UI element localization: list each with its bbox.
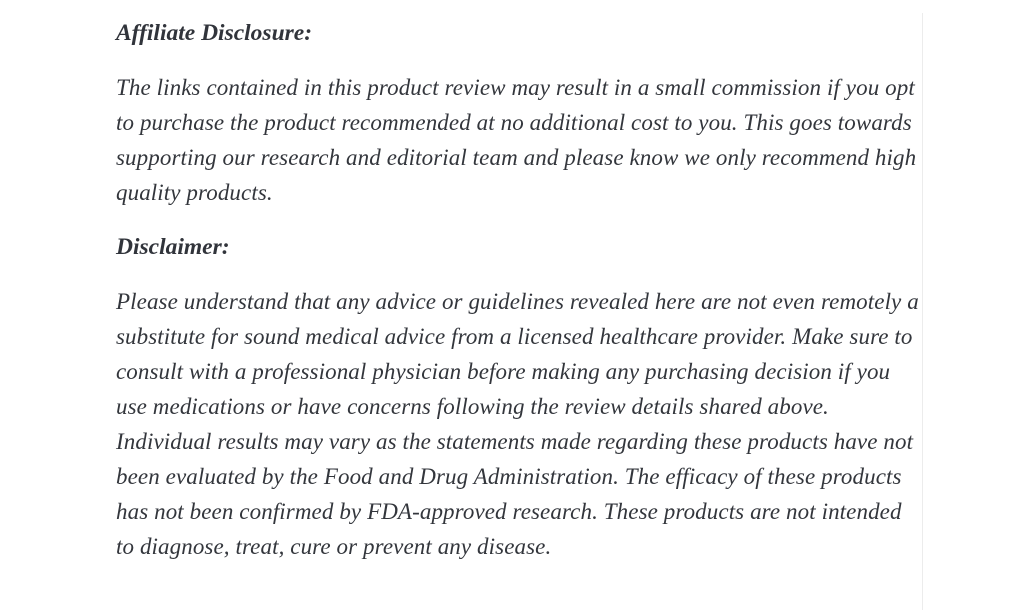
article-content: Affiliate Disclosure: The links containe… [116,16,922,584]
disclaimer-text: Please understand that any advice or gui… [116,289,919,559]
affiliate-disclosure-heading: Affiliate Disclosure: [116,20,313,46]
affiliate-disclosure-text: The links contained in this product revi… [116,75,917,205]
content-column-divider [922,13,923,610]
disclaimer-heading: Disclaimer: [116,234,230,260]
